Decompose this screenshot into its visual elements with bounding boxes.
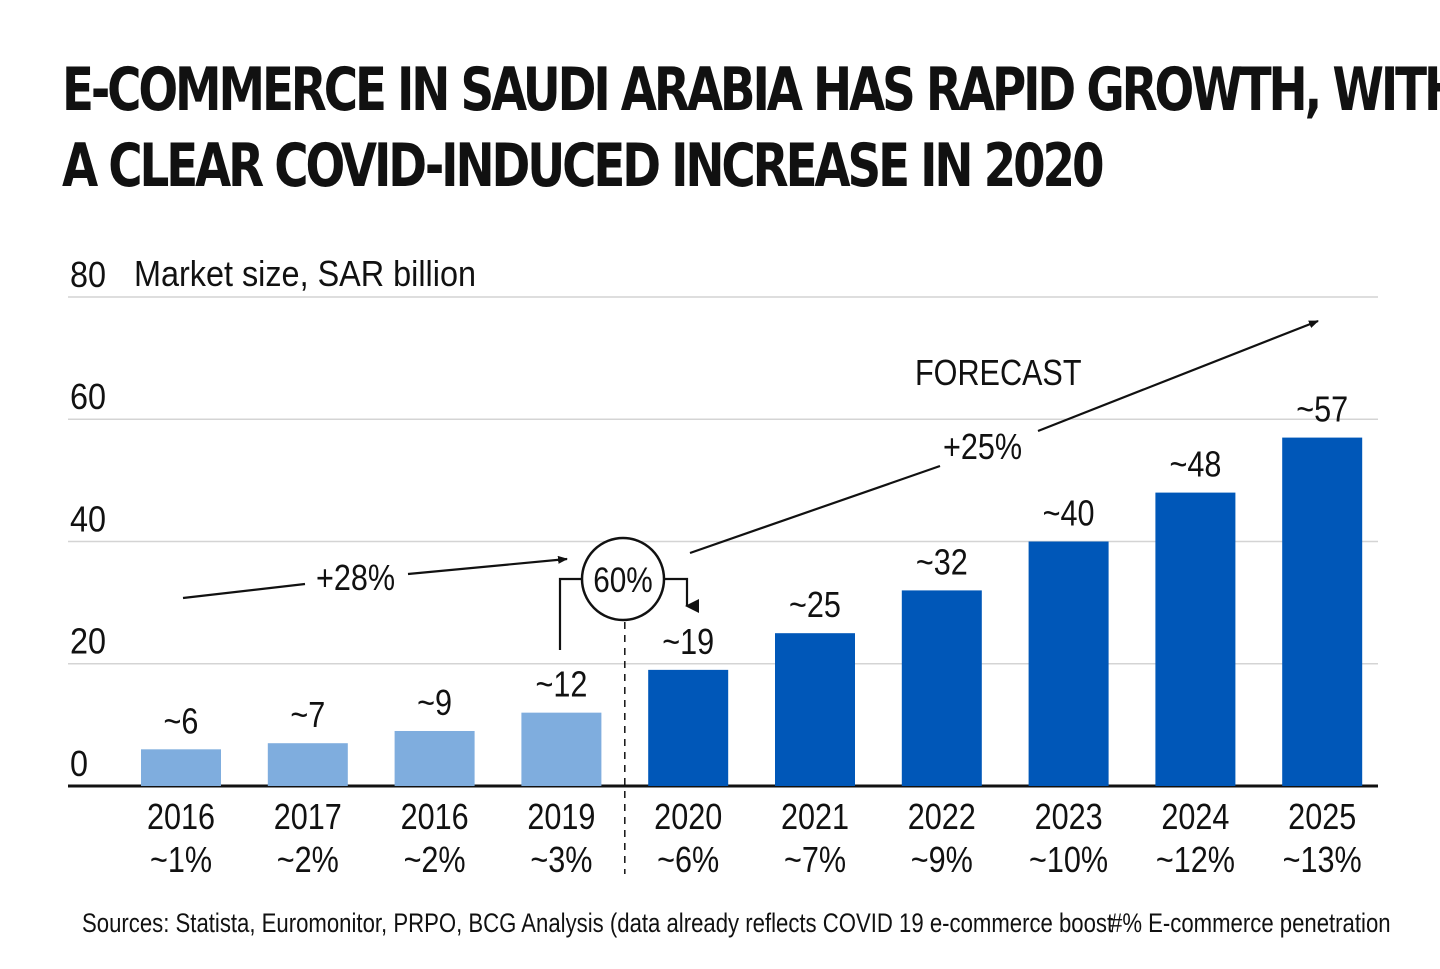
penetration-label: ~1% — [150, 841, 212, 881]
bar-value-label: ~12 — [535, 665, 587, 705]
forecast-growth-arrow-tail — [689, 464, 941, 555]
penetration-label: ~2% — [404, 841, 466, 881]
bar-value-label: ~25 — [789, 586, 841, 626]
y-tick-label: 40 — [70, 500, 106, 540]
y-tick-label: 0 — [70, 744, 88, 784]
bar-value-label: ~19 — [662, 623, 714, 663]
sources-note: Sources: Statista, Euromonitor, PRPO, BC… — [82, 908, 1114, 938]
bar — [141, 749, 221, 786]
x-tick-label: 2020 — [654, 798, 722, 838]
covid-jump-label: 60% — [593, 561, 653, 600]
bar — [394, 730, 475, 786]
x-tick-label: 2025 — [1288, 798, 1356, 838]
bar-value-label: ~57 — [1296, 390, 1348, 430]
x-tick-label: 2024 — [1161, 798, 1229, 838]
bar — [1028, 541, 1109, 786]
covid-bracket-left — [558, 577, 581, 650]
x-tick-label: 2023 — [1035, 798, 1103, 838]
x-tick-label: 2022 — [908, 798, 976, 838]
penetration-label: ~6% — [657, 841, 719, 881]
bar-value-label: ~6 — [164, 702, 199, 742]
historic-growth-arrow — [407, 555, 568, 576]
covid-bracket-right — [665, 577, 699, 613]
x-tick-label: 2016 — [401, 798, 469, 838]
penetration-label: ~10% — [1029, 841, 1108, 881]
title-line-2: A CLEAR COVID-INDUCED INCREASE IN 2020 — [62, 131, 1105, 201]
y-tick-label: 60 — [70, 378, 106, 418]
x-tick-label: 2017 — [274, 798, 342, 838]
covid-jump-callout: 60% — [580, 536, 666, 622]
bar-value-label: ~7 — [290, 696, 325, 736]
bar — [1282, 437, 1363, 786]
penetration-label: ~12% — [1156, 841, 1235, 881]
forecast-label: FORECAST — [915, 354, 1082, 394]
bar — [267, 743, 348, 786]
y-axis-title: Market size, SAR billion — [134, 254, 476, 294]
penetration-label: ~13% — [1283, 841, 1362, 881]
forecast-growth-arrow — [1037, 319, 1319, 433]
historic-growth-label: +28% — [316, 559, 395, 599]
bar — [1155, 492, 1236, 786]
bar — [648, 669, 729, 786]
bar-value-label: ~32 — [916, 543, 968, 583]
historic-growth-arrow-tail — [182, 582, 306, 600]
x-tick-label: 2016 — [147, 798, 215, 838]
penetration-legend-note: #% E-commerce penetration — [1110, 908, 1391, 938]
bar-value-label: ~40 — [1043, 494, 1095, 534]
bar — [901, 590, 982, 786]
penetration-label: ~2% — [277, 841, 339, 881]
y-tick-label: 20 — [70, 622, 106, 662]
covid-jump-circle — [580, 536, 666, 622]
y-tick-label: 80 — [70, 255, 106, 295]
x-tick-label: 2019 — [527, 798, 595, 838]
bar — [521, 712, 602, 786]
penetration-label: ~3% — [530, 841, 592, 881]
forecast-growth-label: +25% — [943, 428, 1022, 468]
x-tick-label: 2021 — [781, 798, 849, 838]
bar-value-label: ~9 — [417, 684, 452, 724]
penetration-label: ~7% — [784, 841, 846, 881]
bar — [775, 633, 855, 786]
bar-value-label: ~48 — [1169, 445, 1221, 485]
penetration-label: ~9% — [911, 841, 973, 881]
